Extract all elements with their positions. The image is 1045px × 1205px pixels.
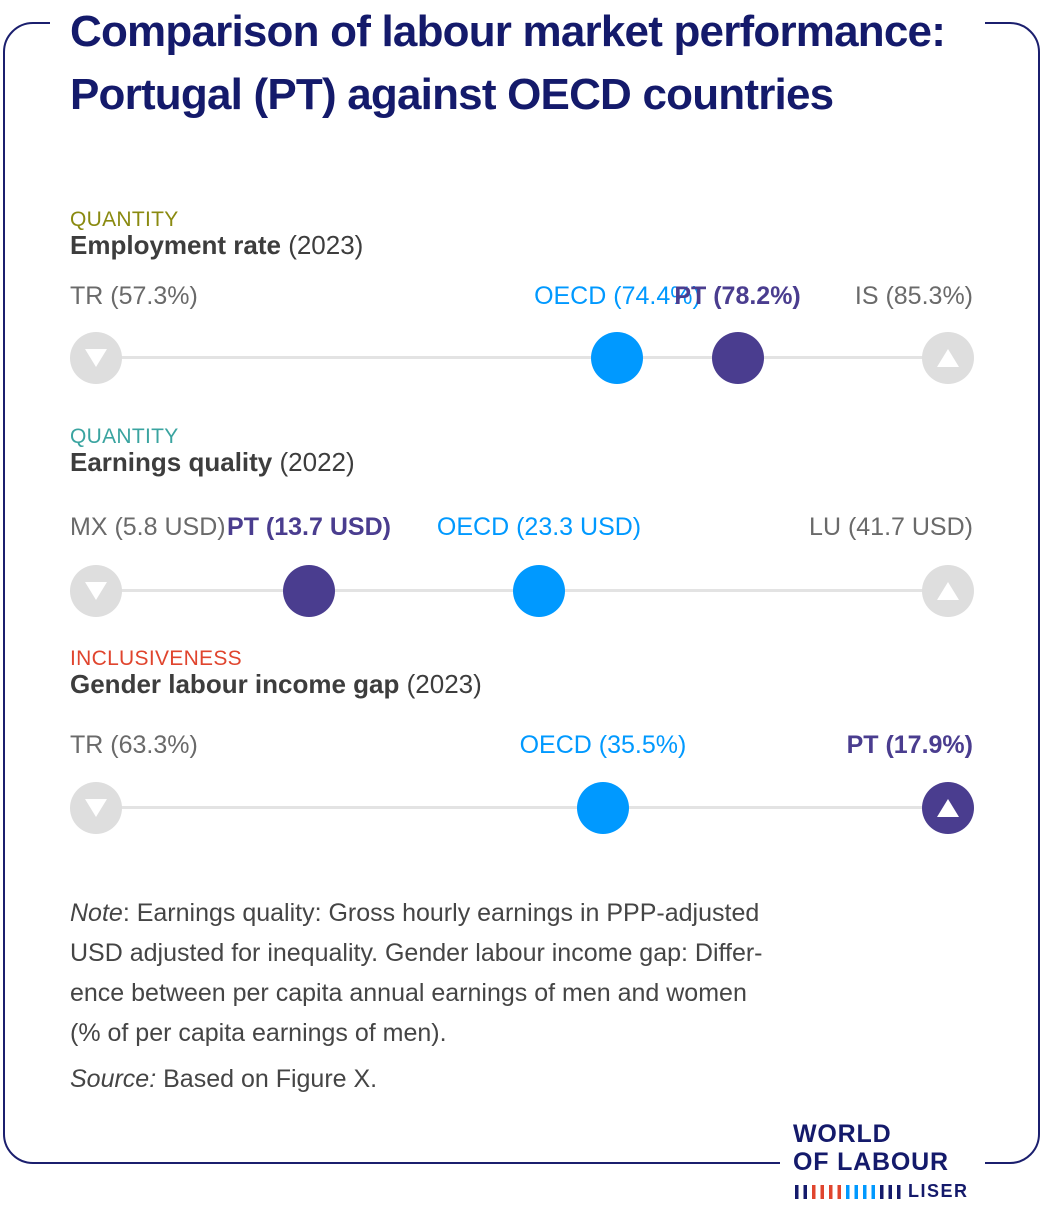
low-label: MX (5.8 USD) [70, 513, 226, 541]
logo-bar [812, 1185, 816, 1199]
metric-name: Employment rate [70, 230, 281, 260]
pt-label: PT (78.2%) [674, 282, 801, 310]
metric-name: Gender labour income gap [70, 669, 400, 699]
note-text: Note: Earnings quality: Gross hourly ear… [70, 893, 980, 1053]
logo-bar [820, 1185, 824, 1199]
logo-bar [880, 1185, 884, 1199]
pt-end-up-icon [922, 782, 974, 834]
logo-line-2: OF LABOUR [793, 1148, 949, 1176]
oecd-dot [576, 782, 629, 834]
note-line-4: (% of per capita earnings of men). [70, 1019, 447, 1047]
oecd-label: OECD (74.4%) [534, 282, 701, 310]
logo-bar [897, 1185, 901, 1199]
note-line-1: : Earnings quality: Gross hourly earning… [122, 899, 760, 927]
source-label: Source: [70, 1065, 157, 1093]
title-line-1: Comparison of labour market performance: [70, 7, 946, 56]
oecd-dot [591, 332, 644, 384]
high-end-up-icon [922, 332, 974, 384]
metric-heading: Earnings quality (2022) [70, 447, 355, 478]
note-line-3: ence between per capita annual earnings … [70, 979, 747, 1007]
source-text: Source: Based on Figure X. [70, 1065, 970, 1094]
title-mask [50, 0, 985, 120]
pt-dot [711, 332, 764, 384]
pt-label: PT (17.9%) [846, 731, 973, 759]
logo-liser: LISER [908, 1181, 969, 1201]
logo-bar [795, 1185, 799, 1199]
range-track [96, 806, 948, 809]
gender-gap-section: INCLUSIVENESS Gender labour income gap (… [70, 647, 975, 834]
logo-bar [854, 1185, 858, 1199]
low-label: TR (57.3%) [70, 282, 198, 310]
high-label: LU (41.7 USD) [809, 513, 973, 541]
chart-title: Comparison of labour market performance:… [70, 0, 985, 126]
oecd-dot [513, 565, 566, 617]
oecd-label: OECD (35.5%) [519, 731, 687, 759]
low-end-down-icon [70, 332, 122, 384]
title-line-2: Portugal (PT) against OECD countries [70, 70, 834, 119]
high-label: IS (85.3%) [854, 282, 973, 310]
logo-bar [837, 1185, 841, 1199]
metric-heading: Employment rate (2023) [70, 230, 363, 261]
source-value: Based on Figure X. [156, 1065, 378, 1093]
logo-line-1: WORLD [793, 1120, 892, 1148]
metric-year: (2023) [288, 230, 364, 260]
high-end-up-icon [922, 565, 974, 617]
note-line-2: USD adjusted for inequality. Gender labo… [70, 939, 763, 967]
metric-name: Earnings quality [70, 447, 273, 477]
low-end-down-icon [70, 565, 122, 617]
category-label: QUANTITY [70, 208, 179, 231]
earnings-quality-section: QUANTITY Earnings quality (2022) MX (5.8… [70, 425, 975, 617]
logo-bar [846, 1185, 850, 1199]
category-label: QUANTITY [70, 425, 179, 448]
pt-dot [283, 565, 335, 617]
employment-rate-section: QUANTITY Employment rate (2023) TR (57.3… [70, 208, 975, 388]
range-track [96, 356, 948, 359]
logo-bar [863, 1185, 867, 1199]
logo-bar [871, 1185, 875, 1199]
metric-year: (2022) [279, 447, 355, 477]
logo-bar [829, 1185, 833, 1199]
metric-year: (2023) [406, 669, 482, 699]
low-label: TR (63.3%) [70, 731, 198, 759]
world-of-labour-logo: WORLD OF LABOUR LISER [793, 1120, 983, 1205]
logo-bar [888, 1185, 892, 1199]
logo-bars-icon [795, 1185, 901, 1199]
metric-heading: Gender labour income gap (2023) [70, 669, 482, 700]
pt-label: PT (13.7 USD) [227, 513, 391, 541]
oecd-label: OECD (23.3 USD) [436, 513, 642, 541]
logo-bar [803, 1185, 807, 1199]
note-label: Note [70, 899, 123, 927]
low-end-down-icon [70, 782, 122, 834]
category-label: INCLUSIVENESS [70, 647, 242, 670]
